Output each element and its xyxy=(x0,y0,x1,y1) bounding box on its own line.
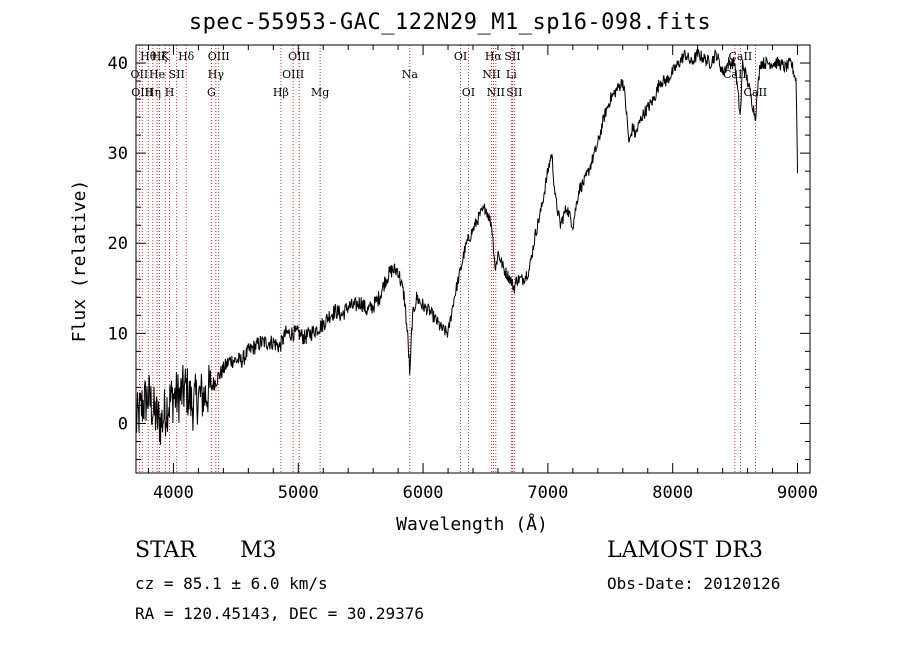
object-class: STAR xyxy=(135,538,196,563)
line-marker-label: K xyxy=(161,50,170,63)
line-marker-label: OIII xyxy=(282,68,304,81)
line-marker-label: NII xyxy=(487,86,505,99)
line-marker-label: OI xyxy=(462,86,475,99)
line-marker-label: Li xyxy=(506,68,517,81)
line-marker-label: He xyxy=(149,68,165,81)
y-axis-label: Flux (relative) xyxy=(69,180,90,343)
x-tick-label: 8000 xyxy=(652,483,693,503)
spectrum-line xyxy=(135,47,798,445)
line-marker-label: Hδ xyxy=(178,50,195,63)
x-axis-label: Wavelength (Å) xyxy=(396,513,548,535)
line-marker-label: SII xyxy=(504,50,520,63)
line-marker-label: OII xyxy=(131,68,149,81)
line-marker-label: OIII xyxy=(288,50,310,63)
line-marker-label: SII xyxy=(169,68,185,81)
survey-name: LAMOST DR3 xyxy=(607,538,763,563)
plot-frame xyxy=(135,44,811,474)
line-marker-label: CaII xyxy=(723,68,747,81)
y-tick-label: 30 xyxy=(108,144,128,164)
axis-ticks-layer: 4000 5000 6000 7000 8000 9000 0 10 20 30 40 xyxy=(108,45,818,503)
line-marker-label: OI xyxy=(454,50,467,63)
line-marker-label: NII xyxy=(482,68,500,81)
x-tick-label: 5000 xyxy=(278,483,319,503)
line-marker-label: SII xyxy=(506,86,522,99)
line-marker-label: Hγ xyxy=(208,68,225,81)
chart-title: spec-55953-GAC_122N29_M1_sp16-098.fits xyxy=(188,10,712,35)
x-tick-label: 6000 xyxy=(403,483,444,503)
line-marker-label: Na xyxy=(402,68,419,81)
line-marker-label: CaII xyxy=(743,86,767,99)
y-tick-label: 40 xyxy=(108,54,128,74)
line-marker-label: CaII xyxy=(729,50,753,63)
y-tick-label: 10 xyxy=(108,324,128,344)
marker-labels-layer: OII OIII Hθ Hη He HζK H SII Hδ G Hγ OIII Hβ OIII OIII M… xyxy=(131,50,768,99)
line-markers-layer xyxy=(138,45,756,473)
line-marker-label: G xyxy=(207,86,216,99)
object-subclass: M3 xyxy=(240,538,277,563)
line-marker-label: OIII xyxy=(208,50,230,63)
x-tick-label: 4000 xyxy=(153,483,194,503)
line-marker-label: OIII xyxy=(131,86,153,99)
line-marker-label: Hη xyxy=(145,86,161,99)
line-marker-label: Hα xyxy=(485,50,503,63)
observation-date: Obs-Date: 20120126 xyxy=(607,574,781,593)
line-marker-label: H xyxy=(165,86,175,99)
coordinates: RA = 120.45143, DEC = 30.29376 xyxy=(135,604,424,623)
y-tick-label: 20 xyxy=(108,234,128,254)
line-marker-label: Mg xyxy=(311,86,329,99)
line-marker-label: Hθ xyxy=(140,50,157,63)
x-tick-label: 7000 xyxy=(527,483,568,503)
spectrum-layer xyxy=(135,47,798,445)
line-marker-label: Hζ xyxy=(152,50,168,63)
y-tick-label: 0 xyxy=(118,414,128,434)
line-marker-label: Hβ xyxy=(273,86,289,99)
redshift-cz: cz = 85.1 ± 6.0 km/s xyxy=(135,574,328,593)
x-tick-label: 9000 xyxy=(777,483,818,503)
